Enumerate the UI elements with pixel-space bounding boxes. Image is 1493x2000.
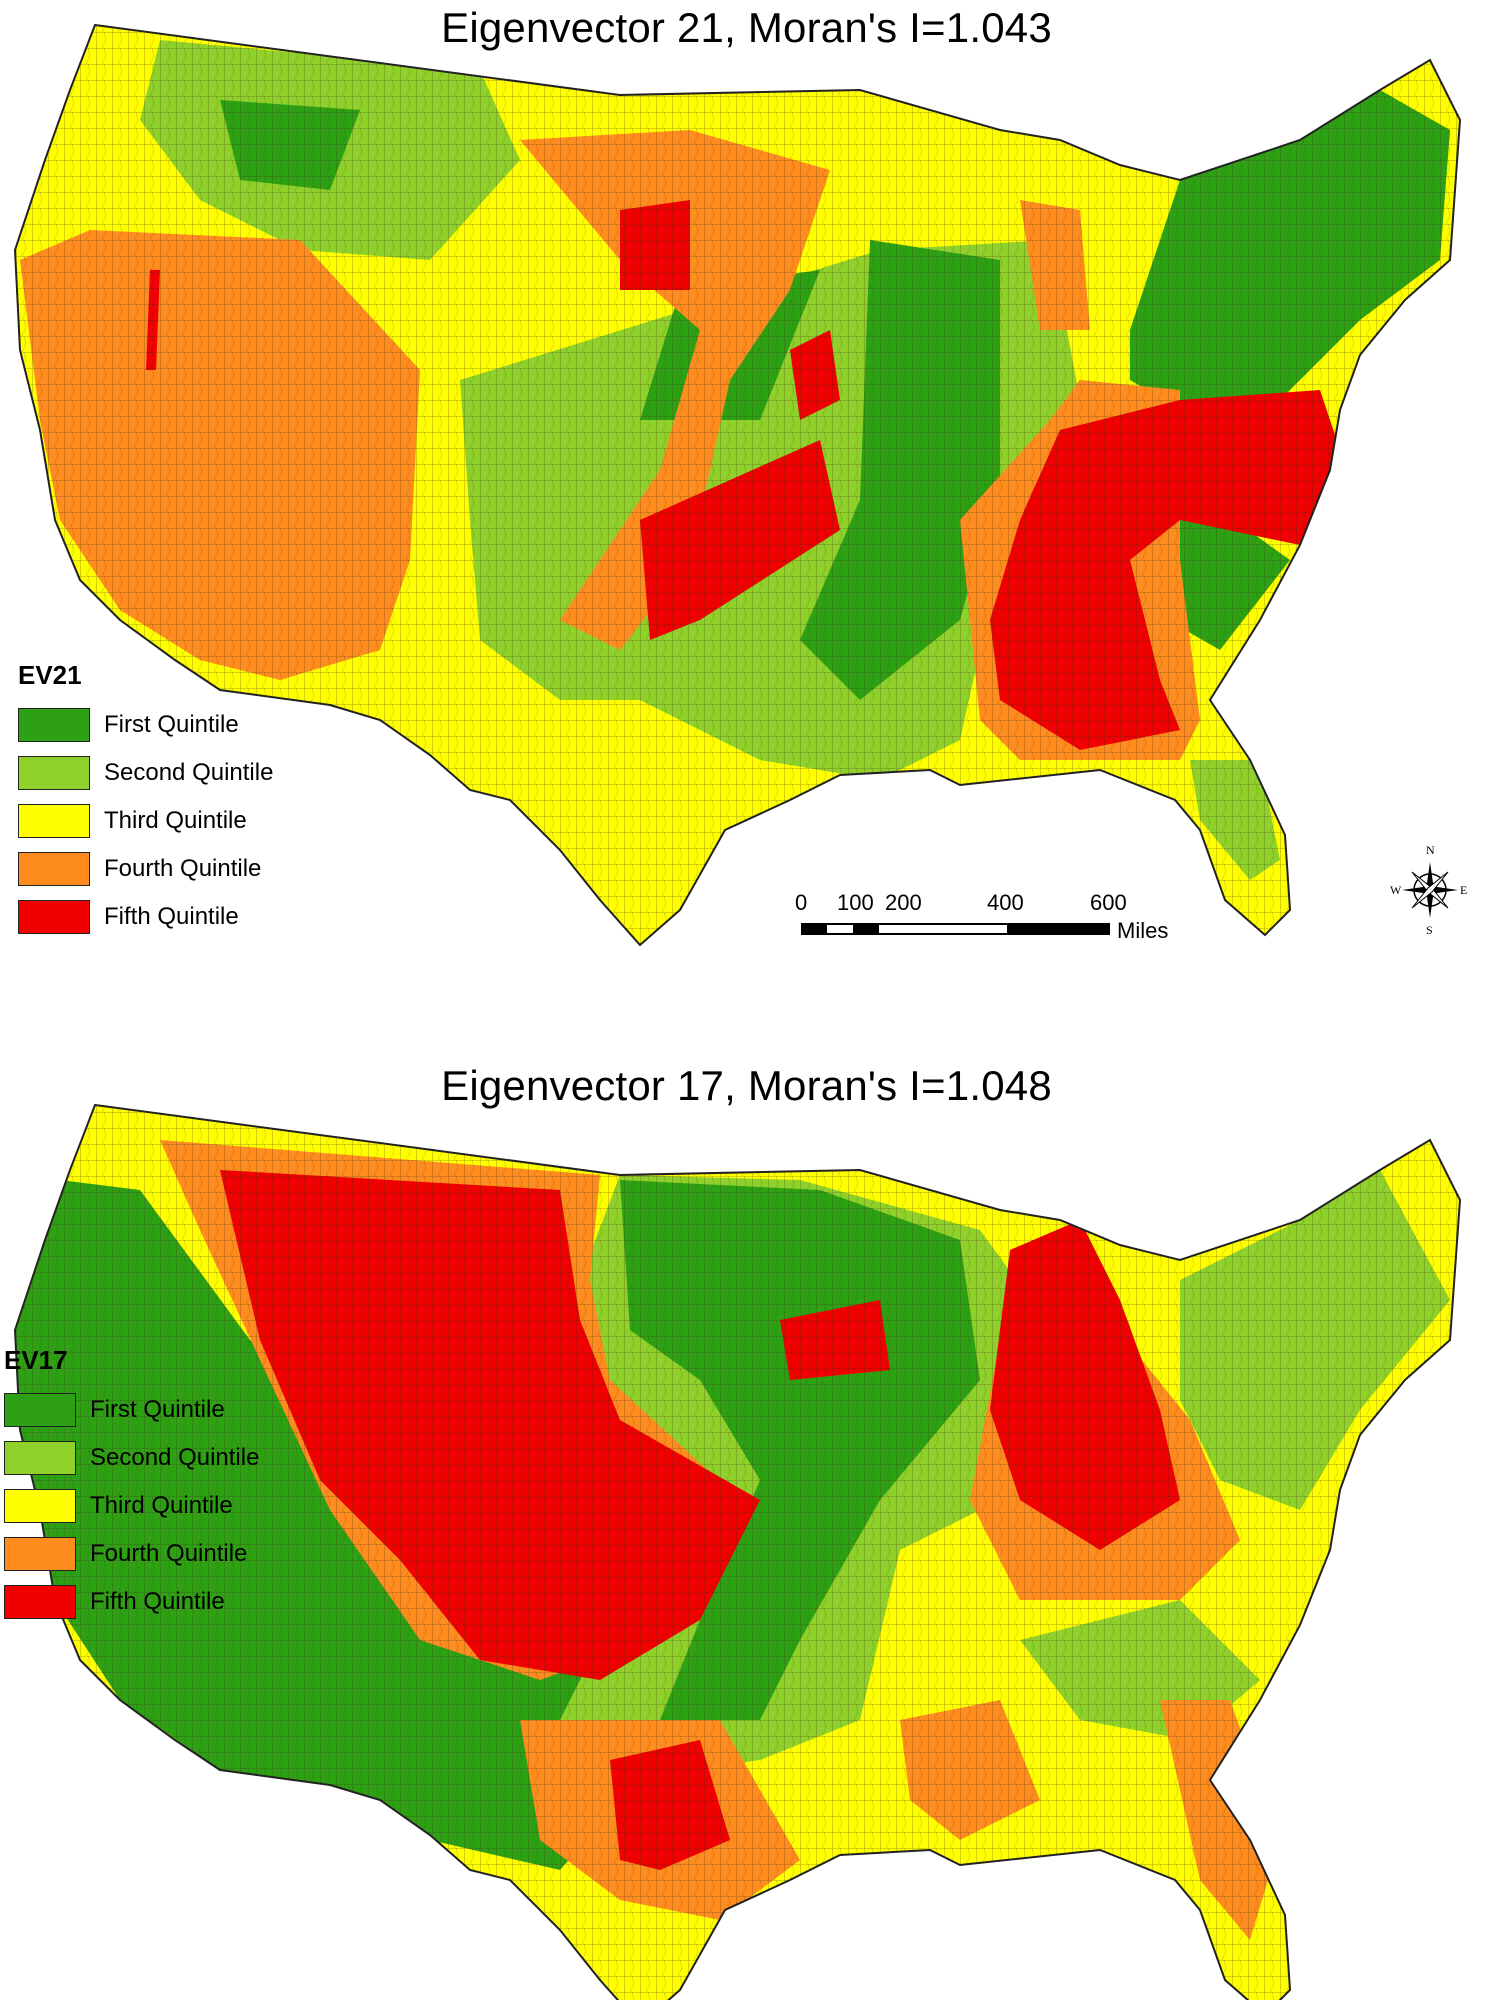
legend-swatch — [18, 708, 90, 742]
scale-tick-label: 600 — [1090, 890, 1127, 915]
ev17-map-panel: Eigenvector 17, Moran's I=1.048 — [0, 1000, 1493, 2000]
legend-label: Fourth Quintile — [104, 855, 262, 882]
compass-w-label: W — [1390, 883, 1402, 897]
legend-item-third-quintile: Third Quintile — [18, 797, 273, 845]
legend-label: Third Quintile — [104, 807, 247, 834]
legend-swatch — [4, 1441, 76, 1475]
legend-item-fourth-quintile: Fourth Quintile — [18, 845, 273, 893]
compass-e-label: E — [1460, 883, 1468, 897]
compass-n-label: N — [1426, 843, 1435, 857]
legend-item-fourth-quintile: Fourth Quintile — [4, 1530, 259, 1578]
scale-tick-label: 0 — [795, 890, 808, 915]
north-arrow-compass-icon: N E S W — [1390, 843, 1470, 937]
compass-s-label: S — [1426, 923, 1433, 937]
legend-item-fifth-quintile: Fifth Quintile — [18, 893, 273, 941]
legend-title: EV17 — [4, 1345, 68, 1375]
legend-swatch — [4, 1393, 76, 1427]
legend-swatch — [18, 756, 90, 790]
map-title: Eigenvector 21, Moran's I=1.043 — [441, 4, 1052, 51]
legend-label: Fifth Quintile — [104, 903, 239, 930]
legend-label: Second Quintile — [104, 759, 274, 786]
legend-label: Fourth Quintile — [90, 1540, 248, 1567]
legend-item-second-quintile: Second Quintile — [4, 1434, 259, 1482]
ev21-choropleth-map — [14, 24, 1461, 946]
legend-item-first-quintile: First Quintile — [18, 701, 273, 749]
legend-swatch — [18, 804, 90, 838]
legend-label: Second Quintile — [90, 1444, 260, 1471]
legend-swatch — [4, 1585, 76, 1619]
scale-tick-label: 100 — [837, 890, 874, 915]
legend-swatch — [18, 852, 90, 886]
scale-bar: 0 100 200 400 600 Miles — [795, 890, 1168, 950]
compass-rose-icon — [1402, 862, 1458, 918]
ev17-choropleth-map — [14, 1104, 1461, 2000]
legend-label: Third Quintile — [90, 1492, 233, 1519]
ev17-legend: EV17 First Quintile Second Quintile Thir… — [4, 1345, 259, 1626]
ev21-map-panel: Eigenvector 21, Moran's I=1.043 — [14, 4, 1470, 950]
legend-item-fifth-quintile: Fifth Quintile — [4, 1578, 259, 1626]
scale-unit-label: Miles — [1117, 918, 1169, 943]
legend-label: First Quintile — [90, 1396, 225, 1423]
scale-bar-graphic — [801, 923, 1110, 935]
ev21-legend: EV21 First Quintile Second Quintile Thir… — [18, 660, 273, 941]
map-title: Eigenvector 17, Moran's I=1.048 — [441, 1062, 1052, 1109]
legend-item-second-quintile: Second Quintile — [18, 749, 273, 797]
legend-swatch — [18, 900, 90, 934]
scale-tick-label: 200 — [885, 890, 922, 915]
legend-label: Fifth Quintile — [90, 1588, 225, 1615]
legend-swatch — [4, 1489, 76, 1523]
legend-item-first-quintile: First Quintile — [4, 1386, 259, 1434]
legend-item-third-quintile: Third Quintile — [4, 1482, 259, 1530]
legend-label: First Quintile — [104, 711, 239, 738]
scale-tick-label: 400 — [987, 890, 1024, 915]
legend-swatch — [4, 1537, 76, 1571]
legend-title: EV21 — [18, 660, 82, 690]
